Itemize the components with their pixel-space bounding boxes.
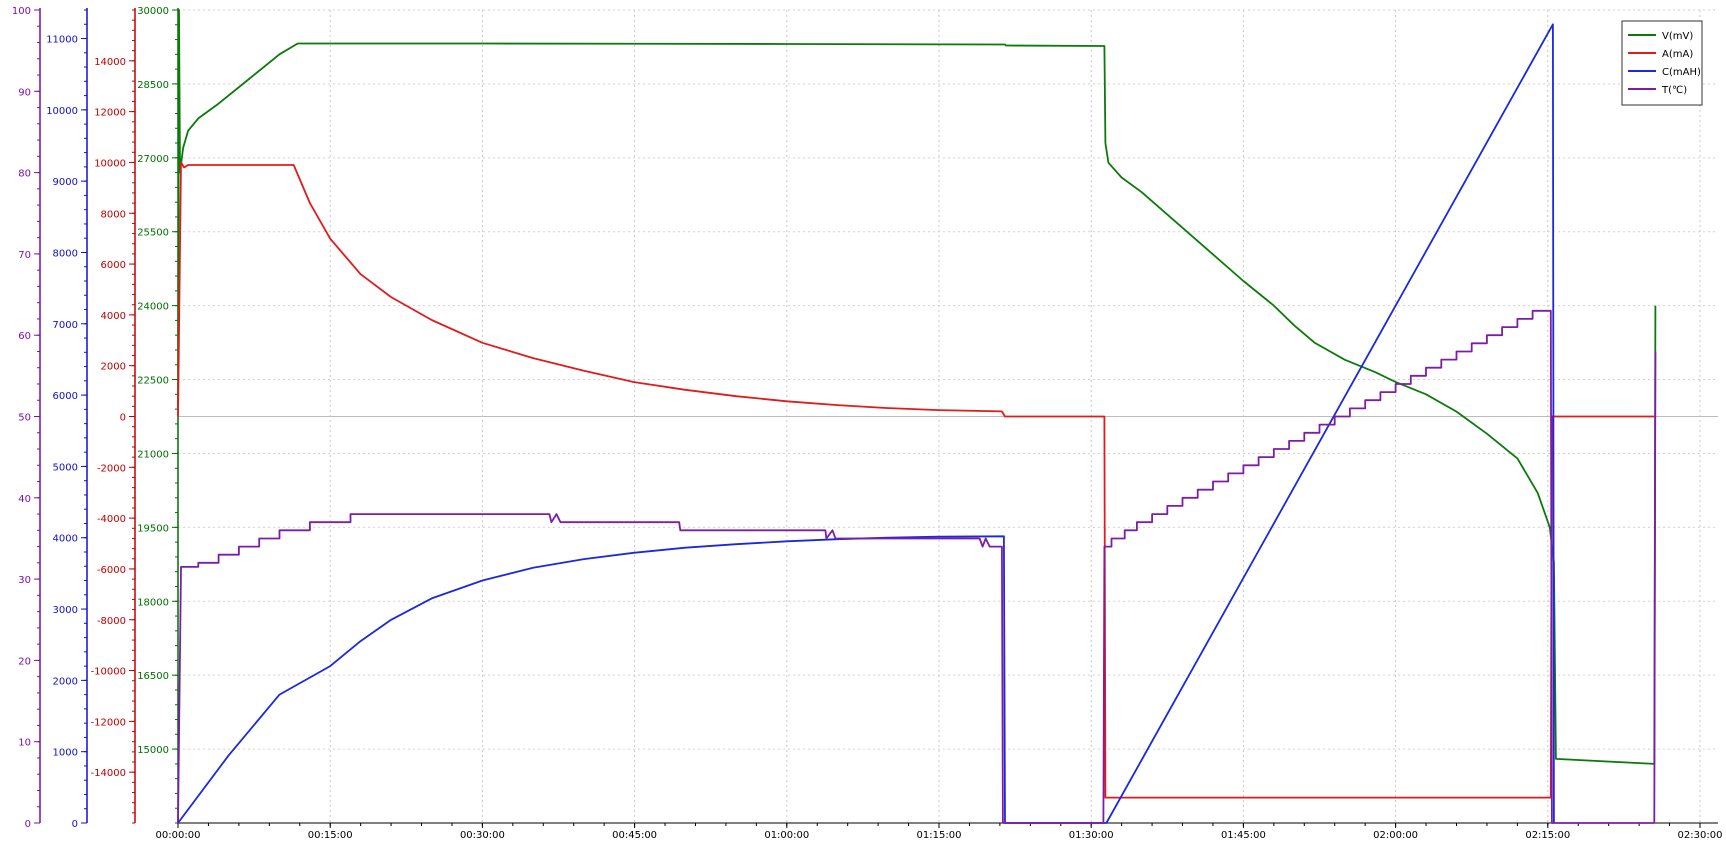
voltage-tick-label: 15000 — [137, 745, 169, 756]
current-tick-label: -6000 — [97, 565, 126, 576]
temperature-tick-label: 0 — [25, 819, 31, 830]
series-current-line — [177, 161, 1655, 799]
capacity-tick-label: 7000 — [53, 320, 78, 331]
temperature-tick-label: 20 — [18, 656, 31, 667]
capacity-tick-label: 4000 — [53, 534, 78, 545]
voltage-tick-label: 30000 — [137, 6, 169, 17]
temperature-tick-label: 90 — [18, 87, 31, 98]
temperature-tick-label: 80 — [18, 169, 31, 180]
capacity-tick-label: 3000 — [53, 605, 78, 616]
capacity-tick-label: 11000 — [46, 35, 78, 46]
current-tick-label: -8000 — [97, 616, 126, 627]
temperature-tick-label: 10 — [18, 738, 31, 749]
current-tick-label: 14000 — [94, 57, 126, 68]
legend-label: T(℃) — [1661, 85, 1687, 96]
legend-label: C(mAH) — [1662, 67, 1701, 78]
temperature-tick-label: 70 — [18, 250, 31, 261]
legend: V(mV) A(mA) C(mAH) T(℃) — [1621, 20, 1703, 106]
x-tick-label: 00:30:00 — [460, 830, 505, 841]
current-tick-label: -14000 — [91, 768, 126, 779]
x-tick-label: 00:15:00 — [308, 830, 353, 841]
capacity-tick-label: 6000 — [53, 391, 78, 402]
legend-label: V(mV) — [1662, 31, 1693, 42]
voltage-tick-label: 16500 — [137, 671, 169, 682]
series-capacity-line — [177, 23, 1555, 824]
x-tick-label: 00:45:00 — [612, 830, 657, 841]
current-tick-label: 2000 — [101, 362, 126, 373]
x-tick-label: 01:00:00 — [764, 830, 809, 841]
temperature-tick-label: 40 — [18, 494, 31, 505]
voltage-tick-label: 18000 — [137, 597, 169, 608]
current-tick-label: 4000 — [101, 311, 126, 322]
capacity-tick-label: 9000 — [53, 177, 78, 188]
temperature-tick-label: 60 — [18, 331, 31, 342]
current-tick-label: -10000 — [91, 667, 126, 678]
voltage-tick-label: 21000 — [137, 449, 169, 460]
capacity-tick-label: 8000 — [53, 248, 78, 259]
voltage-tick-label: 24000 — [137, 302, 169, 313]
voltage-tick-label: 27000 — [137, 154, 169, 165]
x-tick-label: 01:30:00 — [1069, 830, 1114, 841]
temperature-tick-label: 100 — [12, 6, 31, 17]
current-tick-label: 10000 — [94, 158, 126, 169]
x-tick-label: 00:00:00 — [156, 830, 201, 841]
x-axis: 00:00:00 00:15:00 00:30:00 00:45:00 01:00:00… — [156, 822, 1723, 841]
x-tick-label: 01:45:00 — [1221, 830, 1266, 841]
grid-lines — [178, 9, 1718, 823]
x-tick-label: 01:15:00 — [917, 830, 962, 841]
current-tick-label: -2000 — [97, 463, 126, 474]
capacity-tick-label: 0 — [72, 819, 78, 830]
capacity-tick-label: 10000 — [46, 106, 78, 117]
current-tick-label: -12000 — [91, 717, 126, 728]
x-tick-label: 02:00:00 — [1373, 830, 1418, 841]
temperature-tick-label: 50 — [18, 413, 31, 424]
voltage-tick-label: 19500 — [137, 523, 169, 534]
capacity-tick-label: 1000 — [53, 748, 78, 759]
current-tick-label: 0 — [120, 413, 126, 424]
current-tick-label: 12000 — [94, 108, 126, 119]
temperature-tick-label: 30 — [18, 575, 31, 586]
voltage-tick-label: 28500 — [137, 80, 169, 91]
current-tick-label: 6000 — [101, 260, 126, 271]
voltage-tick-label: 22500 — [137, 376, 169, 387]
x-tick-label: 02:15:00 — [1525, 830, 1570, 841]
series-temperature-line — [177, 309, 1657, 824]
current-tick-label: -4000 — [97, 514, 126, 525]
series-lines — [177, 9, 1657, 824]
legend-label: A(mA) — [1662, 49, 1693, 60]
x-tick-label: 02:30:00 — [1678, 830, 1723, 841]
capacity-tick-label: 2000 — [53, 676, 78, 687]
series-voltage-line — [177, 9, 1657, 765]
capacity-tick-label: 5000 — [53, 462, 78, 473]
y-axes: 0102030405060708090100010002000300040005… — [12, 6, 179, 830]
voltage-tick-label: 25500 — [137, 228, 169, 239]
current-tick-label: 8000 — [101, 209, 126, 220]
